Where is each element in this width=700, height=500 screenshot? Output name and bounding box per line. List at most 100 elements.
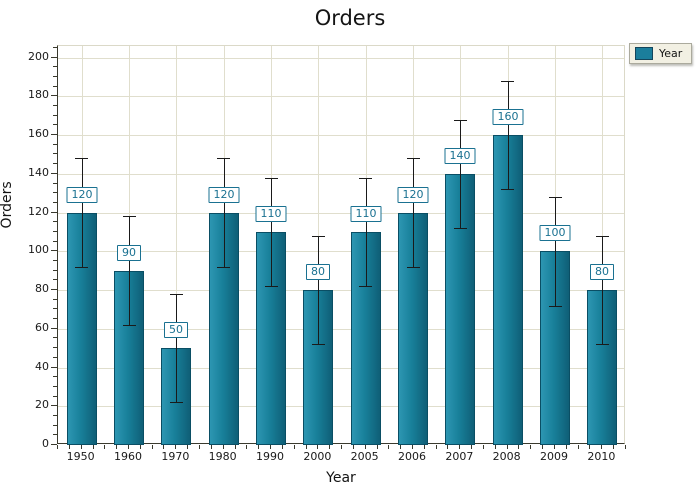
x-minor-tick: [116, 445, 117, 449]
bar-value-label: 90: [117, 244, 141, 261]
x-minor-tick: [578, 445, 579, 449]
error-bar-line: [318, 235, 319, 345]
x-minor-tick: [81, 445, 82, 449]
error-bar-cap-top: [454, 119, 467, 121]
x-minor-tick: [104, 445, 105, 449]
x-minor-tick: [388, 445, 389, 449]
y-tick-label: 60: [35, 320, 49, 334]
error-bar-line: [602, 235, 603, 345]
y-minor-tick: [53, 414, 57, 416]
y-minor-tick: [53, 66, 57, 68]
x-minor-tick: [353, 445, 354, 449]
bar-value-label: 110: [350, 205, 382, 222]
legend-swatch-icon: [635, 47, 653, 60]
error-bar-line: [271, 177, 272, 287]
y-gridline: [58, 212, 624, 214]
x-minor-tick: [495, 445, 496, 449]
x-minor-tick: [483, 445, 484, 449]
y-minor-tick: [53, 46, 57, 48]
x-tick-label: 1960: [114, 450, 142, 463]
x-tick-label: 1980: [208, 450, 237, 463]
y-minor-tick: [53, 434, 57, 436]
y-major-tick: [51, 405, 57, 407]
bar-value-label: 50: [164, 322, 188, 339]
error-bar-line: [176, 293, 177, 403]
x-minor-tick: [270, 445, 271, 449]
y-minor-tick: [53, 347, 57, 349]
error-bar-cap-bottom: [170, 402, 183, 404]
y-major-tick: [51, 250, 57, 252]
error-bar-cap-bottom: [549, 305, 562, 307]
y-gridline: [58, 328, 624, 330]
error-bar-line: [555, 197, 556, 306]
x-tick-label: 2008: [492, 450, 521, 463]
x-minor-tick: [152, 445, 153, 449]
chart-title: Orders: [314, 6, 386, 30]
error-bar-cap-top: [549, 197, 562, 199]
x-minor-tick: [69, 445, 70, 449]
error-bar-cap-bottom: [75, 266, 88, 268]
x-tick-label: 2006: [398, 450, 426, 463]
y-minor-tick: [53, 114, 57, 116]
x-minor-tick: [530, 445, 531, 449]
y-major-tick: [51, 366, 57, 368]
y-major-tick: [51, 95, 57, 97]
x-minor-tick: [613, 445, 614, 449]
y-minor-tick: [53, 308, 57, 310]
x-minor-tick: [589, 445, 590, 449]
y-tick-label: 160: [28, 127, 49, 141]
x-tick-label: 2000: [303, 450, 332, 463]
error-bar-cap-bottom: [217, 266, 230, 268]
error-bar-cap-bottom: [596, 344, 609, 346]
y-gridline: [58, 251, 624, 253]
bar-value-label: 140: [444, 147, 476, 164]
y-major-tick: [51, 444, 57, 445]
x-minor-tick: [507, 445, 508, 449]
x-minor-tick: [93, 445, 94, 449]
x-tick-label: 1990: [256, 450, 284, 463]
x-minor-tick: [400, 445, 401, 449]
y-minor-tick: [53, 279, 57, 281]
x-minor-tick: [140, 445, 141, 449]
bar-value-label: 110: [255, 205, 287, 222]
error-bar-cap-bottom: [454, 228, 467, 230]
x-tick-label: 2005: [350, 450, 379, 463]
y-minor-tick: [53, 395, 57, 397]
y-minor-tick: [53, 201, 57, 203]
error-bar-cap-top: [596, 235, 609, 237]
x-minor-tick: [412, 445, 413, 449]
error-bar-line: [413, 158, 414, 267]
x-tick-label: 2007: [445, 450, 474, 463]
y-minor-tick: [53, 182, 57, 184]
y-tick-label: 100: [28, 243, 49, 257]
error-bar-line: [82, 158, 83, 267]
y-gridline: [58, 173, 624, 175]
y-minor-tick: [53, 424, 57, 426]
x-minor-tick: [341, 445, 342, 449]
error-bar-cap-top: [265, 177, 278, 179]
x-axis-title: Year: [326, 470, 356, 486]
bar-value-label: 120: [208, 186, 240, 203]
x-minor-tick: [163, 445, 164, 449]
y-major-tick: [51, 327, 57, 329]
x-tick-label: 1950: [66, 450, 95, 463]
y-major-tick: [51, 172, 57, 174]
error-bar-cap-top: [170, 293, 183, 295]
y-major-tick: [51, 134, 57, 136]
x-minor-tick: [282, 445, 283, 449]
x-minor-tick: [235, 445, 236, 449]
x-minor-tick: [329, 445, 330, 449]
x-minor-tick: [447, 445, 448, 449]
y-tick-label: 120: [28, 204, 49, 218]
x-minor-tick: [377, 445, 378, 449]
error-bar-cap-bottom: [407, 266, 420, 268]
y-minor-tick: [53, 163, 57, 165]
x-gridline: [176, 46, 177, 443]
y-minor-tick: [53, 85, 57, 87]
x-minor-tick: [542, 445, 543, 449]
error-bar-cap-top: [359, 177, 372, 179]
y-minor-tick: [53, 318, 57, 320]
bar-value-label: 80: [590, 264, 614, 281]
x-minor-tick: [294, 445, 295, 449]
x-minor-tick: [128, 445, 129, 449]
